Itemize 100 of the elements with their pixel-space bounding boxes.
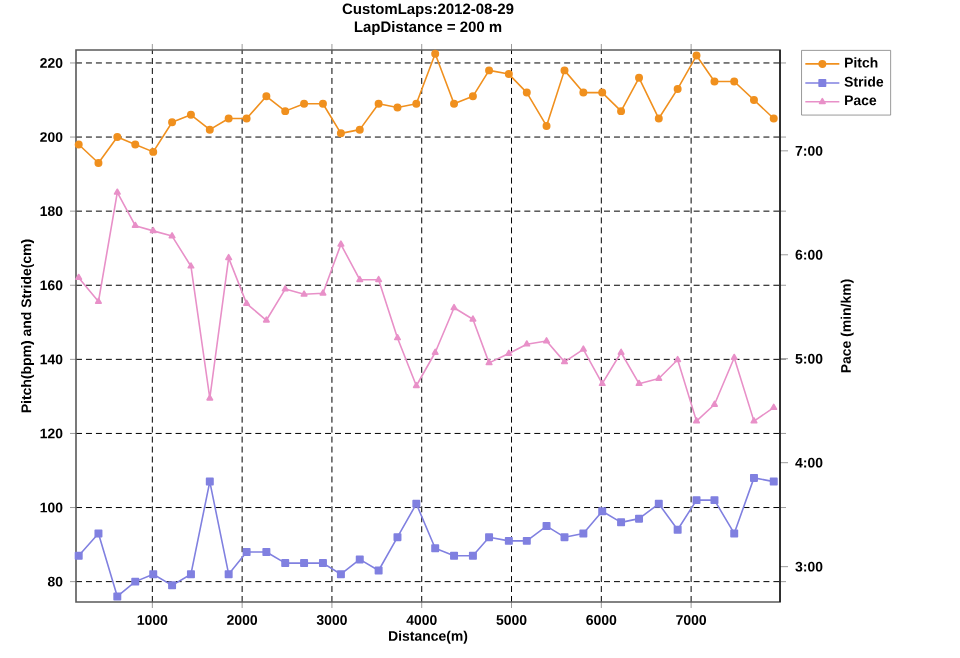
point bbox=[224, 114, 233, 123]
point bbox=[485, 533, 494, 542]
point bbox=[336, 570, 345, 579]
point bbox=[168, 581, 177, 590]
point bbox=[710, 496, 719, 505]
point bbox=[113, 188, 121, 195]
point bbox=[635, 73, 644, 82]
point bbox=[262, 548, 271, 556]
point bbox=[206, 394, 214, 401]
point bbox=[149, 226, 157, 234]
point bbox=[598, 88, 607, 97]
point bbox=[300, 559, 309, 568]
point bbox=[730, 77, 739, 86]
point bbox=[635, 379, 643, 387]
point bbox=[224, 570, 233, 579]
point bbox=[504, 536, 513, 545]
point bbox=[750, 417, 758, 424]
point bbox=[412, 499, 421, 508]
point bbox=[730, 529, 739, 538]
point bbox=[94, 297, 103, 304]
point bbox=[337, 240, 345, 247]
point bbox=[74, 140, 83, 149]
point bbox=[149, 570, 158, 579]
point bbox=[131, 221, 139, 229]
point bbox=[469, 315, 477, 322]
point bbox=[673, 84, 682, 93]
point bbox=[450, 303, 458, 311]
point bbox=[579, 88, 588, 97]
point bbox=[187, 262, 195, 269]
point bbox=[769, 477, 778, 486]
point bbox=[617, 107, 626, 116]
point bbox=[431, 544, 440, 553]
point bbox=[336, 129, 345, 138]
point bbox=[262, 316, 270, 323]
point bbox=[692, 417, 701, 424]
point bbox=[654, 499, 663, 508]
point bbox=[617, 518, 626, 527]
point bbox=[319, 289, 327, 296]
point bbox=[431, 348, 439, 355]
point bbox=[393, 333, 402, 341]
point bbox=[300, 99, 309, 108]
point bbox=[393, 533, 402, 542]
point bbox=[598, 379, 606, 387]
point bbox=[769, 114, 778, 123]
point bbox=[674, 355, 682, 363]
point bbox=[522, 536, 531, 545]
point bbox=[504, 70, 513, 79]
point bbox=[749, 473, 758, 482]
point bbox=[94, 529, 103, 538]
point bbox=[485, 358, 493, 366]
point bbox=[560, 533, 569, 542]
point bbox=[243, 299, 251, 307]
point bbox=[579, 345, 587, 352]
point bbox=[412, 381, 420, 389]
point bbox=[186, 110, 195, 119]
point bbox=[113, 592, 122, 601]
point bbox=[560, 66, 569, 75]
point bbox=[94, 159, 103, 167]
point bbox=[75, 273, 83, 281]
point bbox=[374, 99, 383, 108]
point bbox=[374, 566, 383, 575]
point bbox=[692, 51, 701, 60]
point bbox=[635, 514, 644, 523]
point bbox=[318, 99, 327, 108]
point bbox=[505, 349, 513, 356]
point bbox=[262, 92, 271, 101]
point bbox=[468, 551, 477, 560]
point bbox=[225, 253, 233, 261]
point bbox=[654, 114, 663, 123]
point bbox=[242, 114, 251, 123]
point bbox=[205, 477, 214, 486]
point bbox=[710, 400, 719, 407]
point bbox=[617, 348, 625, 355]
point bbox=[281, 107, 290, 116]
point bbox=[710, 77, 719, 86]
point bbox=[393, 103, 402, 112]
point bbox=[655, 374, 663, 381]
point bbox=[749, 96, 758, 104]
point bbox=[242, 548, 251, 556]
point bbox=[431, 49, 440, 58]
point bbox=[205, 125, 214, 134]
point bbox=[468, 92, 477, 101]
point bbox=[281, 285, 289, 292]
point bbox=[730, 353, 738, 361]
point bbox=[356, 275, 364, 283]
point bbox=[131, 140, 140, 149]
point bbox=[485, 66, 494, 75]
point bbox=[74, 551, 83, 560]
point bbox=[542, 522, 551, 531]
point bbox=[355, 555, 364, 564]
point bbox=[168, 232, 176, 239]
point bbox=[692, 496, 701, 505]
point bbox=[542, 121, 551, 130]
point bbox=[375, 275, 383, 283]
point bbox=[673, 525, 682, 534]
point bbox=[131, 577, 140, 586]
point bbox=[450, 551, 459, 560]
point bbox=[579, 529, 588, 538]
point bbox=[300, 290, 308, 297]
point bbox=[168, 118, 177, 127]
